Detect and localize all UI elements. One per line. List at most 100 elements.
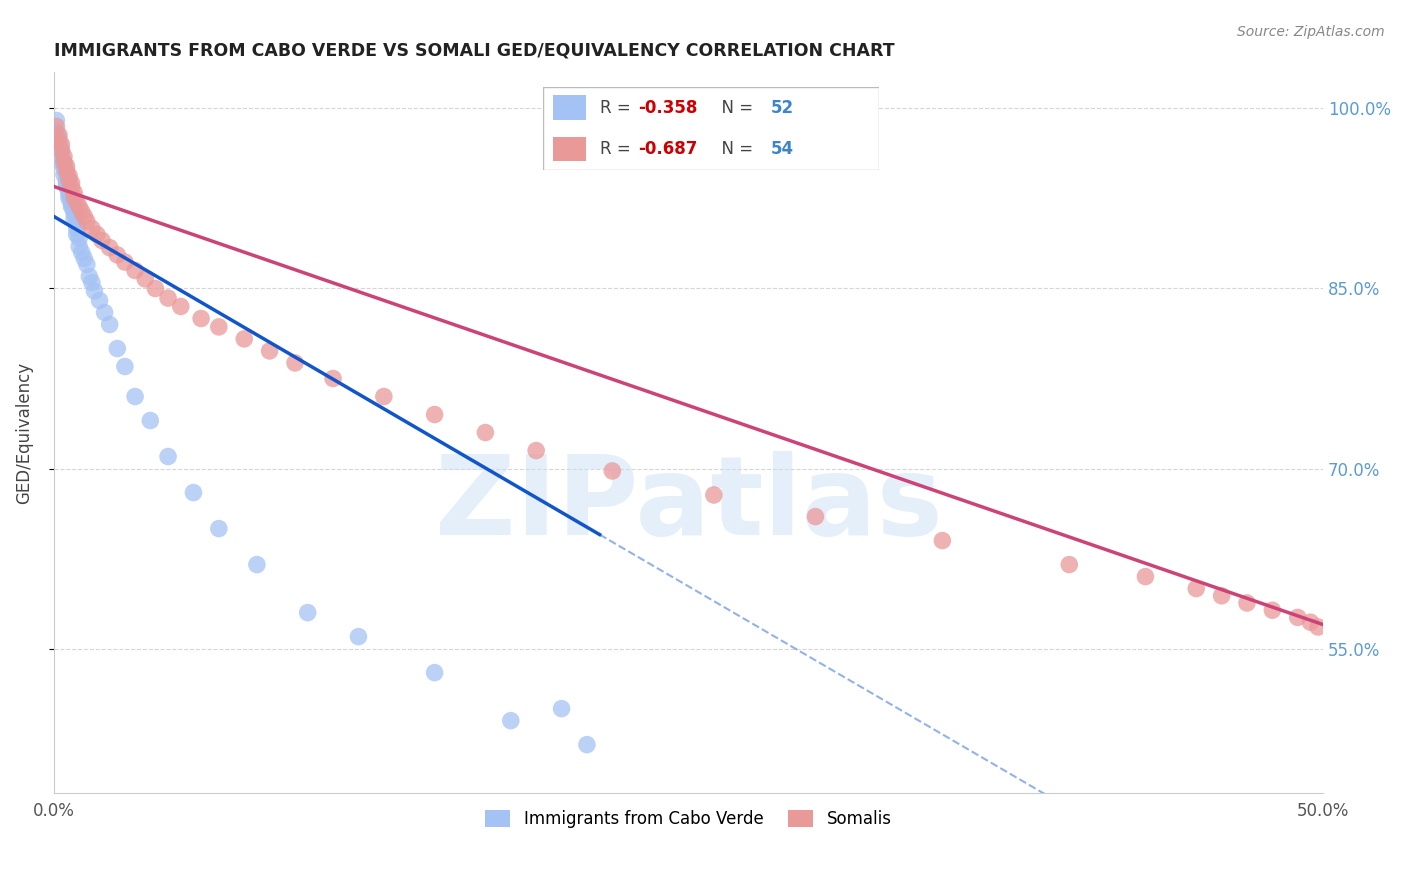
Point: [105, 342, 128, 356]
Point: [66, 215, 89, 229]
Point: [60, 197, 83, 211]
Point: [208, 522, 231, 536]
Point: [322, 371, 344, 385]
Point: [157, 450, 180, 464]
Point: [499, 714, 522, 728]
Point: [1286, 610, 1309, 624]
Point: [70, 204, 93, 219]
Point: [67, 200, 90, 214]
Point: [157, 291, 180, 305]
Point: [48, 131, 70, 145]
Point: [183, 485, 205, 500]
Point: [60, 180, 83, 194]
Point: [60, 195, 83, 210]
Point: [1236, 596, 1258, 610]
Point: [53, 168, 76, 182]
Point: [58, 186, 80, 200]
Point: [233, 332, 256, 346]
Point: [114, 255, 136, 269]
Point: [931, 533, 953, 548]
Point: [80, 276, 103, 290]
Point: [93, 305, 115, 319]
Point: [98, 318, 121, 332]
Point: [80, 221, 103, 235]
Point: [145, 281, 167, 295]
Point: [91, 234, 114, 248]
Point: [51, 144, 73, 158]
Point: [373, 390, 395, 404]
Point: [124, 390, 146, 404]
Point: [1185, 582, 1208, 596]
Point: [63, 190, 86, 204]
Point: [60, 176, 83, 190]
Point: [55, 164, 77, 178]
Point: [48, 135, 70, 149]
Point: [259, 343, 281, 358]
Point: [73, 252, 96, 266]
Point: [66, 221, 89, 235]
Point: [1211, 589, 1233, 603]
Point: [170, 300, 193, 314]
Point: [474, 425, 496, 440]
Point: [58, 187, 80, 202]
Point: [45, 120, 67, 134]
Point: [575, 738, 598, 752]
Point: [1059, 558, 1081, 572]
Point: [66, 227, 89, 242]
Point: [70, 245, 93, 260]
Text: ZIPatlas: ZIPatlas: [434, 451, 942, 558]
Point: [63, 186, 86, 200]
Point: [76, 258, 98, 272]
Text: IMMIGRANTS FROM CABO VERDE VS SOMALI GED/EQUIVALENCY CORRELATION CHART: IMMIGRANTS FROM CABO VERDE VS SOMALI GED…: [53, 42, 894, 60]
Point: [246, 558, 269, 572]
Point: [134, 272, 156, 286]
Point: [63, 207, 86, 221]
Point: [73, 210, 96, 224]
Point: [804, 509, 827, 524]
Point: [53, 149, 76, 163]
Point: [45, 125, 67, 139]
Point: [58, 191, 80, 205]
Point: [55, 173, 77, 187]
Point: [67, 239, 90, 253]
Point: [45, 113, 67, 128]
Point: [124, 263, 146, 277]
Point: [66, 195, 89, 210]
Point: [83, 284, 105, 298]
Point: [53, 155, 76, 169]
Y-axis label: GED/Equivalency: GED/Equivalency: [15, 361, 32, 504]
Point: [55, 159, 77, 173]
Point: [1135, 569, 1157, 583]
Point: [550, 701, 572, 715]
Point: [51, 144, 73, 158]
Point: [58, 173, 80, 187]
Point: [423, 665, 446, 680]
Text: Source: ZipAtlas.com: Source: ZipAtlas.com: [1237, 25, 1385, 39]
Point: [1299, 615, 1322, 630]
Point: [58, 183, 80, 197]
Point: [53, 155, 76, 169]
Point: [55, 176, 77, 190]
Point: [208, 319, 231, 334]
Point: [423, 408, 446, 422]
Point: [53, 161, 76, 176]
Point: [76, 214, 98, 228]
Point: [51, 155, 73, 169]
Point: [79, 269, 101, 284]
Point: [48, 128, 70, 142]
Point: [86, 227, 108, 242]
Point: [602, 464, 624, 478]
Point: [98, 241, 121, 255]
Point: [1261, 603, 1284, 617]
Point: [524, 443, 547, 458]
Point: [284, 356, 307, 370]
Point: [1306, 620, 1329, 634]
Point: [297, 606, 319, 620]
Point: [60, 200, 83, 214]
Point: [190, 311, 212, 326]
Point: [55, 168, 77, 182]
Point: [139, 413, 162, 427]
Legend: Immigrants from Cabo Verde, Somalis: Immigrants from Cabo Verde, Somalis: [478, 803, 898, 835]
Point: [51, 149, 73, 163]
Point: [51, 137, 73, 152]
